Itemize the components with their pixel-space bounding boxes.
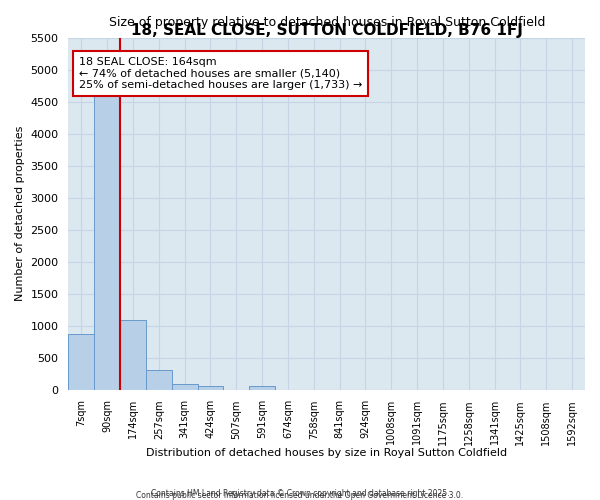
Text: Contains public sector information licensed under the Open Government Licence 3.: Contains public sector information licen… (136, 491, 464, 500)
Bar (94, 95, 120, 390)
Title: 18, SEAL CLOSE, SUTTON COLDFIELD, B76 1FJ: 18, SEAL CLOSE, SUTTON COLDFIELD, B76 1F… (131, 23, 523, 38)
Text: Contains HM Land Registry data © Crown copyright and database right 2025.: Contains HM Land Registry data © Crown c… (151, 488, 449, 498)
Text: Size of property relative to detached houses in Royal Sutton Coldfield: Size of property relative to detached ho… (109, 16, 545, 29)
Bar (68, 334, 94, 390)
Bar (146, 370, 172, 390)
Y-axis label: Number of detached properties: Number of detached properties (15, 126, 25, 301)
Bar (172, 384, 197, 390)
Bar (249, 386, 275, 390)
Text: 18 SEAL CLOSE: 164sqm
← 74% of detached houses are smaller (5,140)
25% of semi-d: 18 SEAL CLOSE: 164sqm ← 74% of detached … (79, 57, 362, 90)
X-axis label: Distribution of detached houses by size in Royal Sutton Coldfield: Distribution of detached houses by size … (146, 448, 507, 458)
Bar (197, 386, 223, 390)
Bar (120, 320, 146, 390)
